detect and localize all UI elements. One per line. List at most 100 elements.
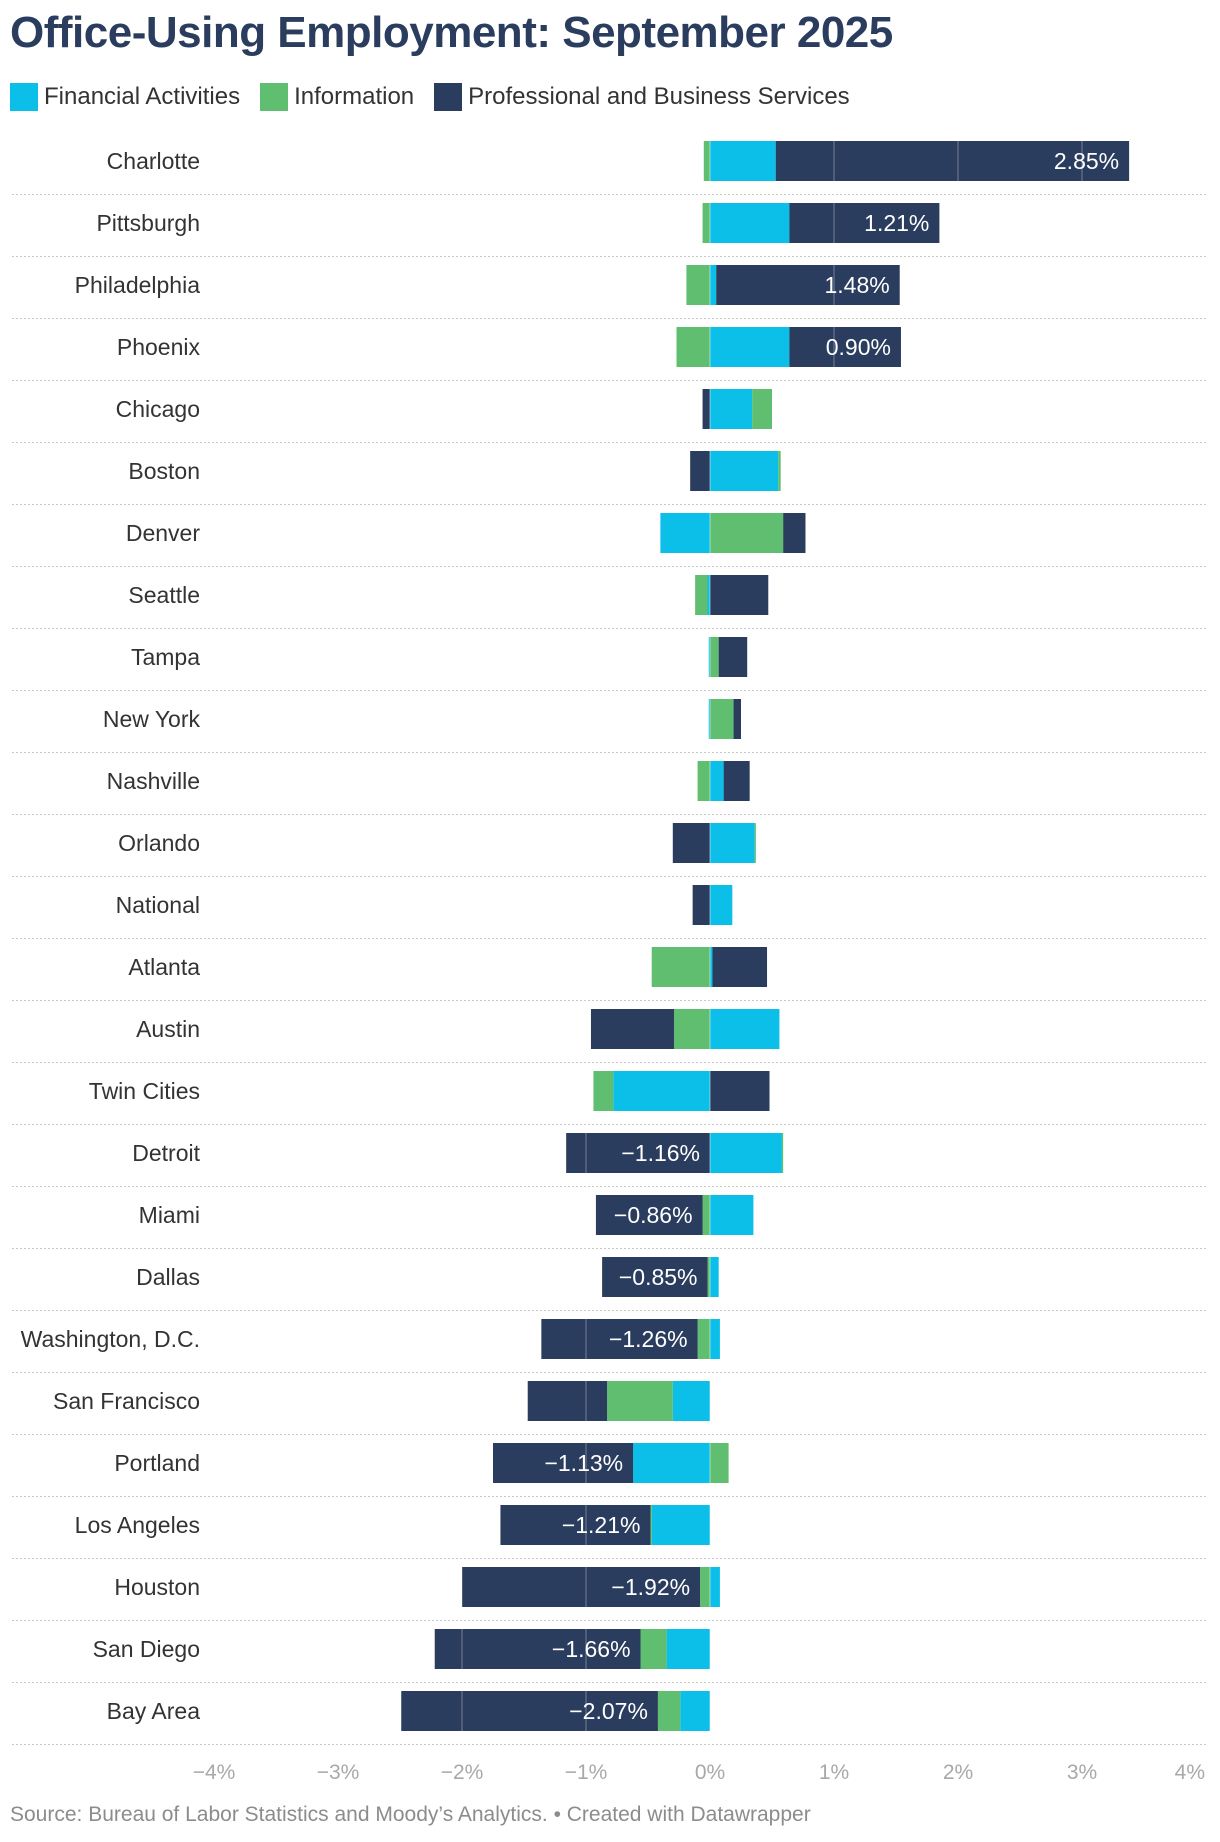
bar-tampa-financial-activities [708, 637, 710, 677]
legend-item-information: Information [260, 83, 414, 111]
bar-houston-professional-and-business-services [462, 1567, 701, 1607]
bar-washington-d-c-financial-activities [710, 1319, 720, 1359]
bar-miami-information [702, 1195, 710, 1235]
x-tick-label: 4% [1175, 1761, 1205, 1784]
bar-new-york-information [710, 699, 734, 739]
bar-washington-d-c-information [697, 1319, 710, 1359]
bar-san-francisco-information [607, 1381, 673, 1421]
bar-miami-professional-and-business-services [595, 1195, 703, 1235]
bar-tampa-professional-and-business-services [718, 637, 748, 677]
bar-chicago-financial-activities [710, 389, 753, 429]
category-label: Denver [126, 520, 200, 546]
bar-boston-information [778, 451, 781, 491]
category-label: San Francisco [53, 1388, 200, 1414]
bar-seattle-professional-and-business-services [710, 575, 769, 615]
bar-chicago-information [752, 389, 772, 429]
bar-portland-information [710, 1443, 729, 1483]
category-label: Washington, D.C. [21, 1326, 200, 1352]
category-label: Detroit [132, 1140, 200, 1166]
category-label: Boston [128, 458, 200, 484]
chart-title: Office-Using Employment: September 2025 [10, 8, 893, 57]
bar-phoenix-financial-activities [710, 327, 790, 367]
bar-san-diego-financial-activities [666, 1629, 710, 1669]
legend-swatch-information [260, 83, 289, 111]
data-label: 1.48% [825, 272, 890, 298]
bar-nashville-information [697, 761, 710, 801]
bar-san-diego-professional-and-business-services [434, 1629, 641, 1669]
bar-boston-financial-activities [710, 451, 779, 491]
bar-denver-financial-activities [660, 513, 710, 553]
category-label: Miami [139, 1202, 200, 1228]
bar-charlotte-information [703, 141, 710, 181]
category-label: Chicago [116, 396, 200, 422]
bar-denver-information [710, 513, 784, 553]
bar-philadelphia-professional-and-business-services [716, 265, 900, 305]
bar-detroit-financial-activities [710, 1133, 782, 1173]
category-label: Dallas [136, 1264, 200, 1290]
bar-portland-professional-and-business-services [493, 1443, 634, 1483]
bar-washington-d-c-professional-and-business-services [541, 1319, 698, 1359]
x-tick-label: 3% [1067, 1761, 1097, 1784]
bar-national-financial-activities [710, 885, 733, 925]
bar-bay-area-financial-activities [680, 1691, 710, 1731]
bar-twin-cities-information [593, 1071, 614, 1111]
bar-national-professional-and-business-services [692, 885, 710, 925]
bar-atlanta-professional-and-business-services [712, 947, 768, 987]
category-label: Tampa [131, 644, 200, 670]
data-label: 0.90% [826, 334, 891, 360]
x-tick-label: 1% [819, 1761, 849, 1784]
bar-los-angeles-professional-and-business-services [500, 1505, 651, 1545]
category-label: Atlanta [128, 954, 200, 980]
bar-boston-professional-and-business-services [690, 451, 710, 491]
bar-atlanta-financial-activities [710, 947, 713, 987]
category-label: San Diego [93, 1636, 200, 1662]
legend-label-professional-business-services: Professional and Business Services [468, 83, 850, 110]
bar-bay-area-professional-and-business-services [401, 1691, 658, 1731]
legend-label-information: Information [294, 83, 415, 110]
bar-san-francisco-financial-activities [672, 1381, 710, 1421]
data-label: −1.66% [552, 1636, 631, 1662]
bar-detroit-information [781, 1133, 784, 1173]
bar-nashville-professional-and-business-services [723, 761, 750, 801]
bar-seattle-financial-activities [707, 575, 710, 615]
bar-pittsburgh-financial-activities [710, 203, 790, 243]
stacked-bar-chart: Charlotte Pittsburgh Philadelphia Phoenix Ch… [12, 133, 1208, 1784]
bar-portland-financial-activities [633, 1443, 710, 1483]
category-label: Nashville [107, 768, 200, 794]
category-label: Orlando [118, 830, 200, 856]
bar-austin-professional-and-business-services [590, 1009, 675, 1049]
bar-charlotte-professional-and-business-services [775, 141, 1130, 181]
bar-phoenix-professional-and-business-services [789, 327, 901, 367]
x-tick-label: −4% [193, 1761, 236, 1784]
x-tick-label: 2% [943, 1761, 973, 1784]
bar-twin-cities-financial-activities [613, 1071, 710, 1111]
bar-denver-professional-and-business-services [783, 513, 806, 553]
bar-charlotte-financial-activities [710, 141, 776, 181]
data-label: −1.16% [621, 1140, 700, 1166]
bar-chicago-professional-and-business-services [702, 389, 710, 429]
data-label: −1.21% [562, 1512, 641, 1538]
bar-orlando-professional-and-business-services [672, 823, 710, 863]
category-label: National [116, 892, 200, 918]
category-label: Los Angeles [75, 1512, 200, 1538]
data-label: −1.13% [544, 1450, 623, 1476]
data-label: −2.07% [569, 1698, 648, 1724]
bar-houston-information [700, 1567, 710, 1607]
bar-seattle-information [695, 575, 708, 615]
bar-pittsburgh-professional-and-business-services [789, 203, 940, 243]
bar-san-francisco-professional-and-business-services [527, 1381, 608, 1421]
legend-label-financial-activities: Financial Activities [44, 83, 241, 110]
category-label: Pittsburgh [96, 210, 200, 236]
data-label: 1.21% [864, 210, 929, 236]
bar-houston-financial-activities [710, 1567, 720, 1607]
bar-phoenix-information [676, 327, 710, 367]
data-label: 2.85% [1054, 148, 1119, 174]
category-label: Twin Cities [89, 1078, 200, 1104]
bar-tampa-information [710, 637, 719, 677]
bar-philadelphia-financial-activities [710, 265, 717, 305]
data-label: −1.26% [609, 1326, 688, 1352]
category-label: Charlotte [107, 148, 200, 174]
bar-orlando-financial-activities [710, 823, 755, 863]
bar-san-diego-information [640, 1629, 667, 1669]
bar-atlanta-information [651, 947, 710, 987]
